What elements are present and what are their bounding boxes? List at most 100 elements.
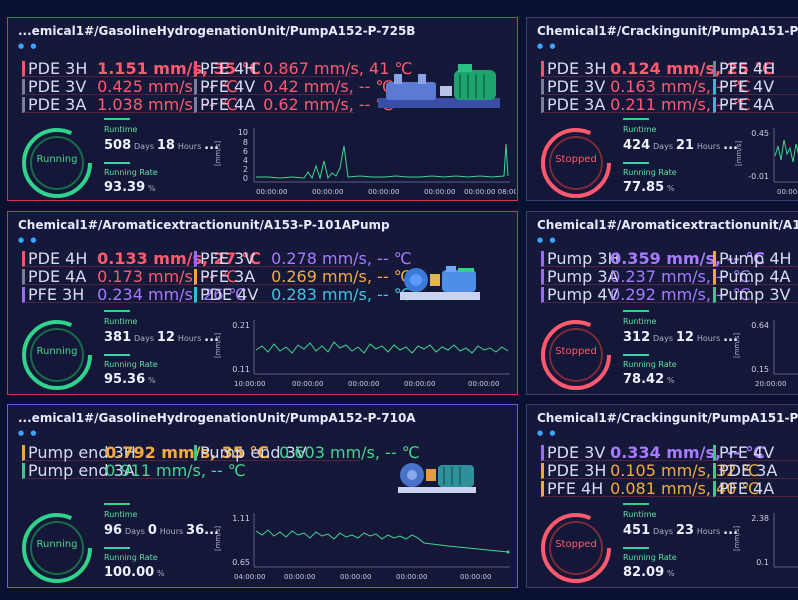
x-tick: 00:00:00 <box>340 573 371 581</box>
y-axis-unit: [mm/s] <box>214 141 222 166</box>
runtime-days: 508 <box>104 138 132 153</box>
metric-row[interactable]: Pump end 3A 0.911 mm/s, -- ℃ <box>22 463 246 479</box>
vibration-chart[interactable]: [mm/s] 1.11 0.65 04:00:00 00:00:00 00:00… <box>208 511 516 587</box>
metric-row[interactable]: PFE 4V <box>713 79 798 95</box>
metric-label: PFE 3H <box>28 285 85 304</box>
pump-card-a152-p-710a[interactable]: ...emical1#/GasolineHydrogenationUnit/Pu… <box>7 404 518 588</box>
metric-label: PDE 3H <box>547 59 607 78</box>
metric-row[interactable]: PDE 3A <box>713 463 798 479</box>
y-tick: 0.65 <box>232 558 250 567</box>
days-unit: Days <box>134 142 154 151</box>
metric-row[interactable]: PFE 3H 0.234 mm/s, 26 ℃ <box>22 285 246 304</box>
metric-label: PDE 3A <box>28 95 87 114</box>
rate-line <box>104 162 130 164</box>
y-axis-unit: [mm/s] <box>735 141 743 166</box>
metric-label: Pump end 3H <box>28 443 136 462</box>
pump-card-a151-p-108[interactable]: Chemical1#/Crackingunit/PumpA151-P-108 ●… <box>526 404 798 588</box>
metric-row[interactable]: PDE 3A 0.211 mm/s, -- ℃ <box>541 95 751 114</box>
runtime-label: Runtime <box>623 510 657 519</box>
metric-row[interactable]: PFE 4H 0.867 mm/s, 41 ℃ <box>194 61 412 77</box>
metric-row[interactable]: PDE 3V 0.334 mm/s, -- ℃ <box>541 445 765 461</box>
metric-row[interactable]: PDE 4V 0.283 mm/s, -- ℃ <box>194 287 412 303</box>
card-title[interactable]: ...emical1#/GasolineHydrogenationUnit/Pu… <box>18 24 416 38</box>
metric-row[interactable]: PFE 3A 0.269 mm/s, -- ℃ <box>194 269 412 285</box>
metric-row[interactable]: PFE 4H 0.081 mm/s, 40 ℃ <box>541 481 759 497</box>
metric-row[interactable]: Pump 4V 0.292 mm/s, -- ℃ <box>541 287 751 303</box>
metric-row[interactable]: PDE 4A 0.173 mm/s, -- ℃ <box>22 267 238 286</box>
card-title[interactable]: Chemical1#/Aromaticextractionunit/A153-P… <box>18 218 390 232</box>
rate-value: 100.00 <box>104 565 155 580</box>
status-gauge: Running <box>20 318 94 392</box>
vibration-chart[interactable]: [mm/s] 0.45 -0.01 00:00 <box>727 126 798 201</box>
card-title[interactable]: Chemical1#/Crackingunit/PumpA151-P-108 <box>537 411 798 425</box>
metric-row[interactable]: Pump end 3H 0.792 mm/s, 35 ℃ <box>22 443 269 462</box>
title-dots: ● ● <box>537 42 558 50</box>
metric-row[interactable]: Pump end 3V 0.603 mm/s, -- ℃ <box>194 445 420 461</box>
runtime-line <box>104 310 130 312</box>
pump-card-a151-p-103[interactable]: Chemical1#/Crackingunit/PumpA151-P-103 ●… <box>526 17 798 201</box>
pump-card-a153-p-101apump[interactable]: Chemical1#/Aromaticextractionunit/A153-P… <box>7 211 518 395</box>
metric-row[interactable]: PFE 4V <box>713 445 798 461</box>
metric-value: 1.038 mm/s, -- ℃ <box>97 95 238 114</box>
metric-row[interactable]: PFE 3V 0.278 mm/s, -- ℃ <box>194 251 412 267</box>
metric-label: PDE 4H <box>28 249 88 268</box>
metric-row[interactable]: PDE 3A 1.038 mm/s, -- ℃ <box>22 95 238 114</box>
status-label: Running <box>36 346 78 357</box>
status-gauge: Running <box>20 511 94 585</box>
runtime-days: 381 <box>104 330 132 345</box>
status-gauge: Stopped <box>539 318 613 392</box>
metric-row[interactable]: PFE 4V 0.42 mm/s, -- ℃ <box>194 79 393 95</box>
x-tick: 00:00:00 <box>284 573 315 581</box>
metric-row[interactable]: Pump 3A 0.237 mm/s, -- ℃ <box>541 269 751 285</box>
metric-row[interactable]: PFE 4A 0.62 mm/s, -- ℃ <box>194 95 393 114</box>
metric-label: PDE 3A <box>547 95 606 114</box>
metric-row[interactable]: PDE 4H 0.133 mm/s, 27 ℃ <box>22 249 261 268</box>
hours-unit: Hours <box>696 527 721 536</box>
metric-row[interactable]: PDE 3H 1.151 mm/s, 35 ℃ <box>22 61 261 77</box>
running-rate: 77.85 % <box>623 180 675 195</box>
rate-value: 95.36 <box>104 372 146 387</box>
vibration-chart[interactable]: [mm/s] 2.38 0.1 <box>727 511 798 587</box>
hours-unit: Hours <box>159 527 184 536</box>
series-line <box>255 529 509 553</box>
vibration-chart[interactable]: [mm/s] 0.21 0.11 10:00:00 00:00:00 00:00… <box>208 318 516 394</box>
metric-label: PDE 4A <box>28 267 87 286</box>
running-rate: 100.00 % <box>104 565 165 580</box>
rate-line <box>104 547 130 549</box>
metric-row[interactable]: PDE 3V 0.163 mm/s, -- ℃ <box>541 79 751 95</box>
metric-row[interactable]: PDE 3H 0.105 mm/s, 32 ℃ <box>541 463 759 479</box>
metric-row[interactable]: PFE 4A <box>713 97 798 113</box>
metric-label: PDE 3A <box>719 461 778 480</box>
vibration-chart[interactable]: [mm/s] 10 8 6 4 2 0 00:00:00 00:00:00 00… <box>208 126 516 201</box>
metric-value: 0.124 mm/s, 25 ℃ <box>610 59 774 78</box>
metric-row[interactable]: Pump 3H 0.359 mm/s, -- ℃ <box>541 249 765 268</box>
metric-row[interactable]: PFE 4A <box>713 481 798 497</box>
y-tick: 2.38 <box>751 514 769 523</box>
metric-row[interactable]: Pump 4H <box>713 251 798 267</box>
metric-row[interactable]: Pump 4A <box>713 269 798 285</box>
metric-label: Pump 3H <box>547 249 620 268</box>
metric-value: 0.081 mm/s, 40 ℃ <box>610 479 760 498</box>
vibration-chart[interactable]: [mm/s] 0.64 0.15 20:00:00 <box>727 318 798 394</box>
runtime-value: 451 Days 23 Hours ... <box>623 523 738 538</box>
card-title[interactable]: Chemical1#/Aromaticextractionunit/A153-P… <box>537 218 798 232</box>
runtime-hours: 12 <box>675 330 694 345</box>
runtime-more: ... <box>204 138 219 153</box>
rate-label: Running Rate <box>623 360 677 369</box>
card-title[interactable]: Chemical1#/Crackingunit/PumpA151-P-103 <box>537 24 798 38</box>
runtime-days: 96 <box>104 523 123 538</box>
pump-card-a153-p[interactable]: Chemical1#/Aromaticextractionunit/A153-P… <box>526 211 798 395</box>
card-title[interactable]: ...emical1#/GasolineHydrogenationUnit/Pu… <box>18 411 416 425</box>
runtime-days: 424 <box>623 138 651 153</box>
metric-row[interactable]: PDE 3V 0.425 mm/s, -- ℃ <box>22 77 238 96</box>
metric-label: PFE 4A <box>200 95 256 114</box>
x-tick: 00:00:00 <box>404 380 435 388</box>
metric-row[interactable]: Pump 3V <box>713 287 798 303</box>
series-endpoint <box>506 550 510 554</box>
metric-label: PDE 3V <box>28 77 87 96</box>
metric-row[interactable]: PFE 4H <box>713 61 798 77</box>
metric-row[interactable]: PDE 3H 0.124 mm/s, 25 ℃ <box>541 59 774 78</box>
metric-label: Pump 4H <box>719 249 792 268</box>
x-tick: 00:00:00 08:00:00 <box>464 188 516 196</box>
pump-card-a152-p-725b[interactable]: ...emical1#/GasolineHydrogenationUnit/Pu… <box>7 17 518 201</box>
